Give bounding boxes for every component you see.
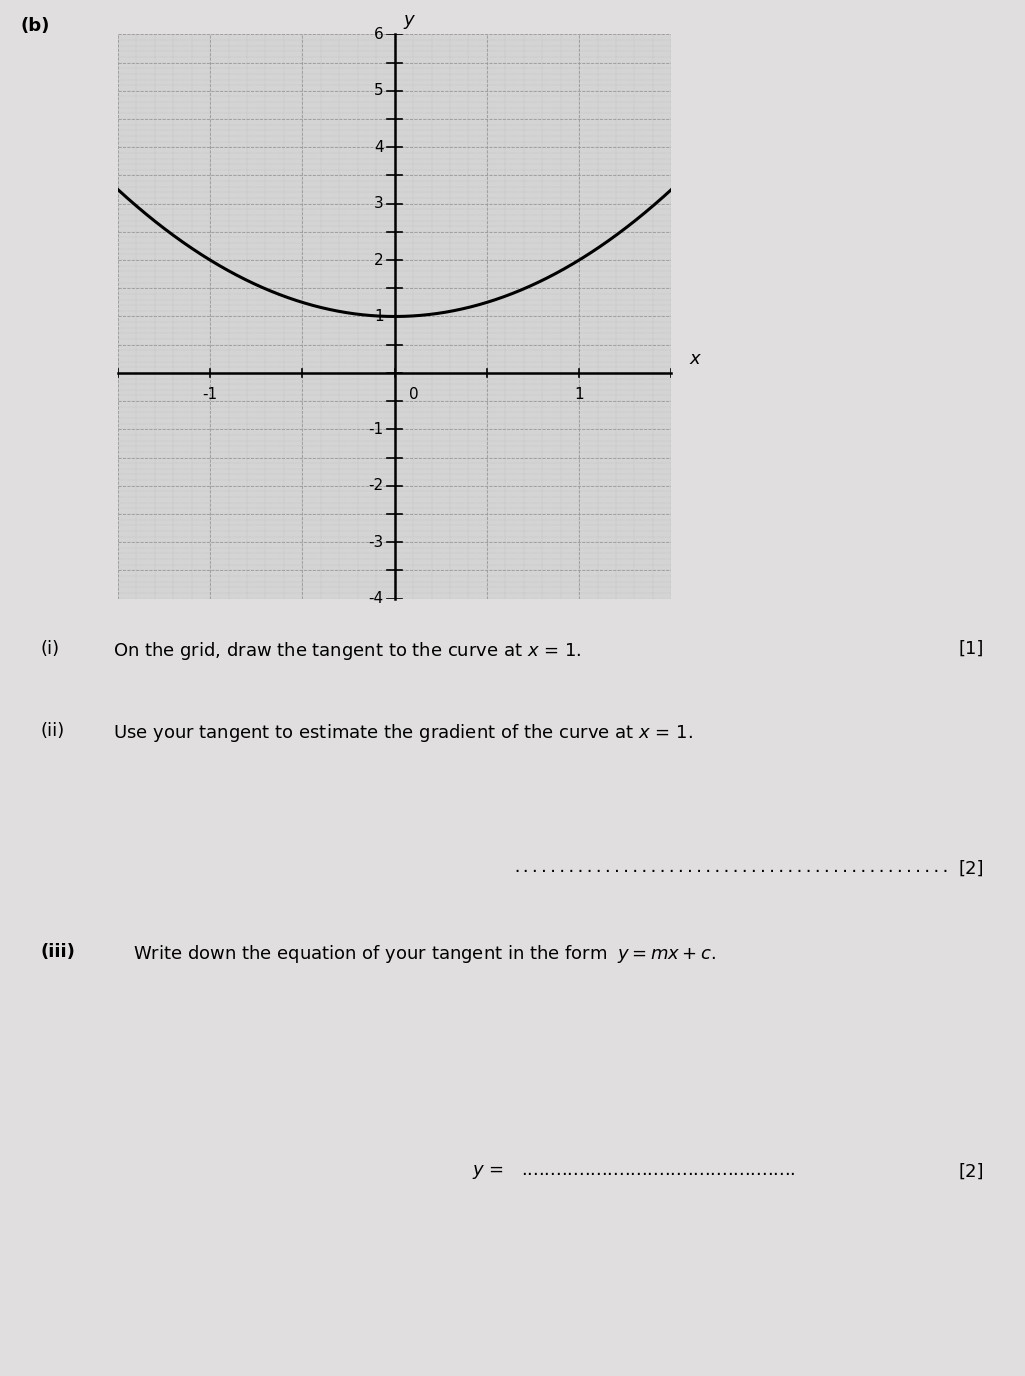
Text: Write down the equation of your tangent in the form $\;y = mx + c$.: Write down the equation of your tangent … [133,943,716,965]
Text: 1: 1 [574,387,584,402]
Text: (b): (b) [20,17,50,34]
Text: (i): (i) [41,640,60,658]
Text: 6: 6 [374,28,383,41]
Text: 2: 2 [374,253,383,267]
Text: Use your tangent to estimate the gradient of the curve at $x$ = 1.: Use your tangent to estimate the gradien… [113,722,693,744]
Text: $y$ =   ................................................: $y$ = ..................................… [472,1163,795,1181]
Text: -2: -2 [368,479,383,493]
Text: 5: 5 [374,84,383,98]
Text: (ii): (ii) [41,722,66,740]
Text: 3: 3 [374,197,383,211]
Text: 0: 0 [409,387,419,402]
Text: 4: 4 [374,140,383,154]
Text: -1: -1 [368,422,383,436]
Text: -1: -1 [203,387,217,402]
Text: ................................................: ........................................… [512,860,950,875]
Text: (iii): (iii) [41,943,76,960]
Text: [2]: [2] [958,860,984,878]
Text: y: y [404,11,414,29]
Text: x: x [690,351,700,369]
Text: -3: -3 [368,535,383,549]
Text: 1: 1 [374,310,383,323]
Text: -4: -4 [368,592,383,605]
Text: [1]: [1] [958,640,984,658]
Text: [2]: [2] [958,1163,984,1181]
Text: On the grid, draw the tangent to the curve at $x$ = 1.: On the grid, draw the tangent to the cur… [113,640,581,662]
